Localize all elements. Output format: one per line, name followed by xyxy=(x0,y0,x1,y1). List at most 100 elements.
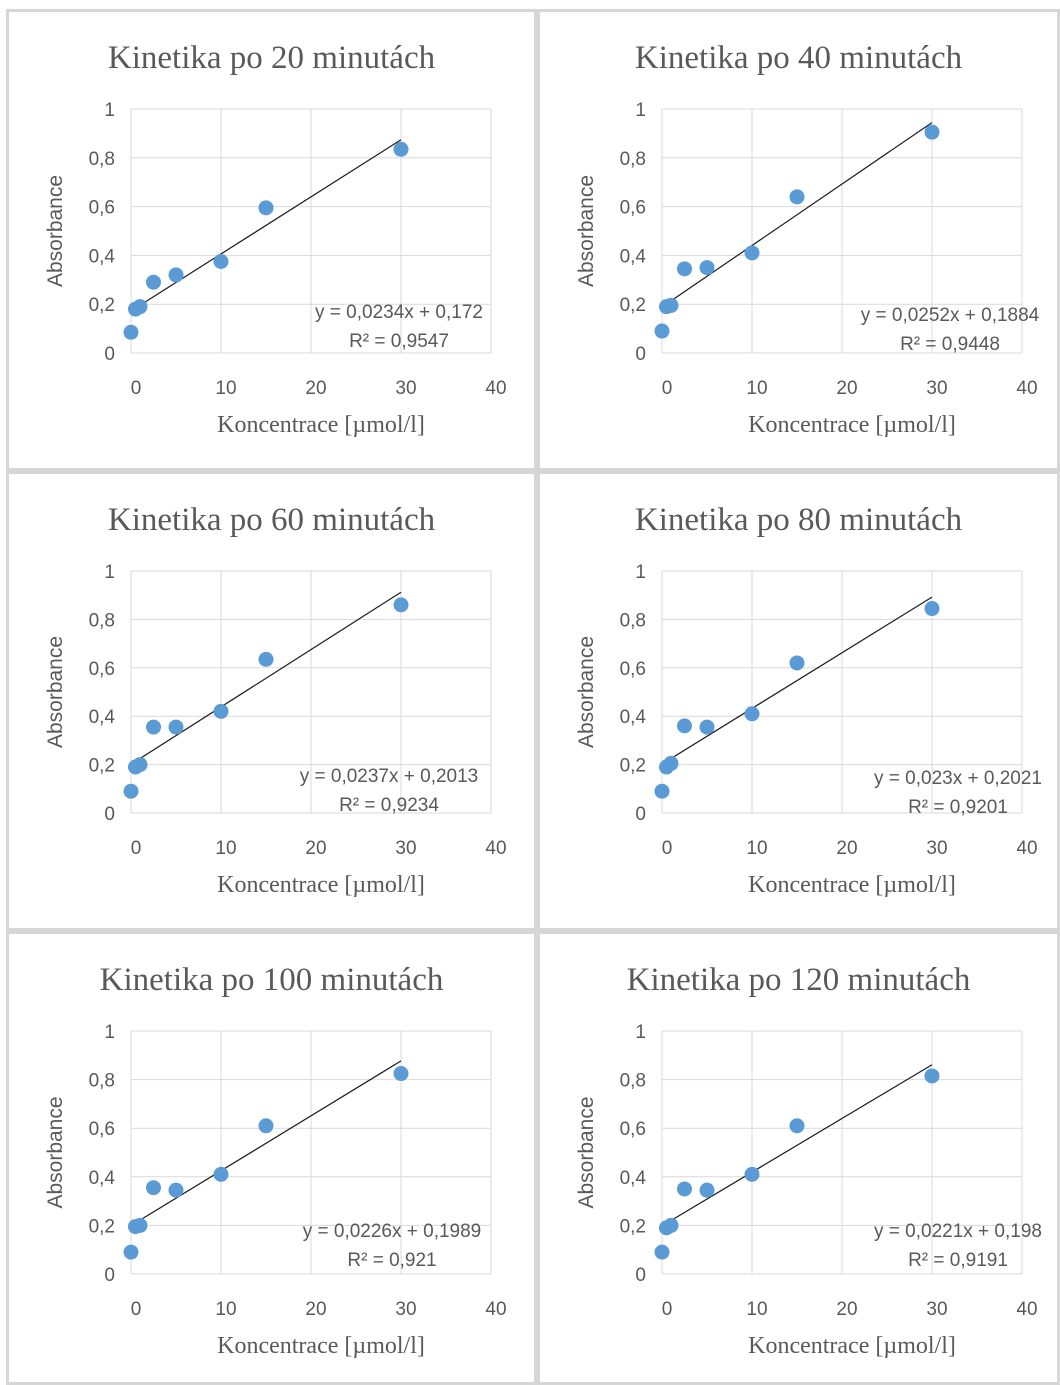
data-point xyxy=(744,1166,760,1182)
y-axis-title: Absorbance xyxy=(44,175,67,287)
chart-title: Kinetika po 40 minutách xyxy=(635,40,963,76)
x-tick-label: 40 xyxy=(485,378,506,399)
data-point xyxy=(213,1166,229,1182)
y-tick-label: 1 xyxy=(635,562,646,583)
y-axis-title: Absorbance xyxy=(575,1096,598,1208)
y-tick-label: 0,6 xyxy=(620,659,646,680)
data-point xyxy=(924,1068,940,1084)
data-point xyxy=(213,703,229,719)
x-tick-label: 20 xyxy=(305,378,326,399)
chart-panel: Kinetika po 100 minutách 0 0,2 0,4 0,6 0,8 1 0 1… xyxy=(6,931,537,1385)
x-tick-label: 20 xyxy=(305,1299,326,1320)
y-tick-label: 0 xyxy=(635,804,646,825)
y-tick-label: 0,6 xyxy=(89,1119,115,1140)
r-squared-label: R² = 0,9234 xyxy=(339,795,439,816)
data-point xyxy=(663,1217,679,1233)
trendline xyxy=(130,1060,402,1227)
y-tick-label: 0 xyxy=(104,804,115,825)
data-point xyxy=(654,323,670,339)
x-tick-label: 30 xyxy=(926,378,947,399)
data-point xyxy=(132,299,148,315)
y-tick-label: 0,6 xyxy=(89,659,115,680)
y-tick-label: 0 xyxy=(635,1265,646,1286)
data-point xyxy=(699,1182,715,1198)
y-tick-label: 1 xyxy=(635,1022,646,1043)
data-point xyxy=(168,1182,184,1198)
x-tick-label: 20 xyxy=(836,838,857,859)
data-point xyxy=(677,1181,692,1197)
trendline xyxy=(130,139,402,312)
y-tick-label: 1 xyxy=(104,100,115,121)
data-point xyxy=(146,274,161,290)
r-squared-label: R² = 0,9448 xyxy=(900,334,1000,355)
y-tick-label: 1 xyxy=(104,1022,115,1043)
y-axis-title: Absorbance xyxy=(44,636,67,748)
y-tick-label: 0,2 xyxy=(620,295,646,316)
trendline-equation: y = 0,0237x + 0,2013 xyxy=(300,766,479,787)
data-point xyxy=(699,719,715,735)
trendline xyxy=(661,122,933,308)
y-tick-label: 1 xyxy=(104,562,115,583)
x-tick-label: 10 xyxy=(746,838,767,859)
chart-panel: Kinetika po 120 minutách 0 0,2 0,4 0,6 0,8 1 0 1… xyxy=(537,931,1060,1385)
x-tick-label: 30 xyxy=(395,838,416,859)
chart-title: Kinetika po 120 minutách xyxy=(627,962,971,998)
x-tick-label: 10 xyxy=(746,1299,767,1320)
data-point xyxy=(393,141,409,157)
y-tick-label: 0,4 xyxy=(620,246,647,267)
x-tick-label: 10 xyxy=(215,1299,236,1320)
data-point xyxy=(744,706,760,722)
y-tick-label: 0,8 xyxy=(89,610,115,631)
data-point xyxy=(789,655,805,671)
y-tick-label: 0 xyxy=(104,344,115,365)
x-tick-label: 40 xyxy=(1016,1299,1037,1320)
y-tick-label: 0,8 xyxy=(620,1071,646,1092)
trendline xyxy=(661,596,933,765)
data-point xyxy=(168,267,184,283)
x-axis-title: Koncentrace [µmol/l] xyxy=(748,1333,956,1359)
data-point xyxy=(744,245,760,261)
data-point xyxy=(146,719,161,735)
trendline xyxy=(130,591,402,765)
y-tick-label: 0,2 xyxy=(89,756,115,777)
x-tick-label: 20 xyxy=(836,1299,857,1320)
x-tick-label: 20 xyxy=(836,378,857,399)
y-axis-title: Absorbance xyxy=(575,175,598,287)
x-tick-label: 0 xyxy=(131,378,142,399)
data-point xyxy=(663,755,679,771)
y-tick-label: 0,4 xyxy=(89,1168,116,1189)
data-point xyxy=(168,719,184,735)
r-squared-label: R² = 0,9191 xyxy=(908,1250,1008,1271)
trendline-equation: y = 0,023x + 0,2021 xyxy=(874,768,1042,789)
data-point xyxy=(677,261,692,277)
x-axis-title: Koncentrace [µmol/l] xyxy=(217,412,425,438)
data-point xyxy=(924,601,940,617)
data-point xyxy=(123,324,139,340)
y-tick-label: 0,2 xyxy=(89,1216,115,1237)
data-point xyxy=(258,1118,274,1134)
data-point xyxy=(393,1066,409,1082)
data-point xyxy=(132,757,148,773)
x-tick-label: 0 xyxy=(662,838,673,859)
data-point xyxy=(924,124,940,140)
x-tick-label: 30 xyxy=(395,378,416,399)
y-tick-label: 0,2 xyxy=(620,756,646,777)
data-point xyxy=(258,651,274,667)
y-axis-title: Absorbance xyxy=(44,1096,67,1208)
y-tick-label: 1 xyxy=(635,100,646,121)
y-tick-label: 0 xyxy=(635,344,646,365)
y-tick-label: 0,2 xyxy=(89,295,115,316)
y-tick-label: 0,4 xyxy=(89,246,116,267)
x-tick-label: 10 xyxy=(746,378,767,399)
data-point xyxy=(213,254,229,269)
r-squared-label: R² = 0,9547 xyxy=(349,331,449,352)
data-point xyxy=(654,783,670,799)
data-point xyxy=(677,718,692,734)
y-tick-label: 0,6 xyxy=(620,198,646,219)
x-tick-label: 20 xyxy=(305,838,326,859)
x-tick-label: 30 xyxy=(926,1299,947,1320)
data-point xyxy=(663,297,679,313)
